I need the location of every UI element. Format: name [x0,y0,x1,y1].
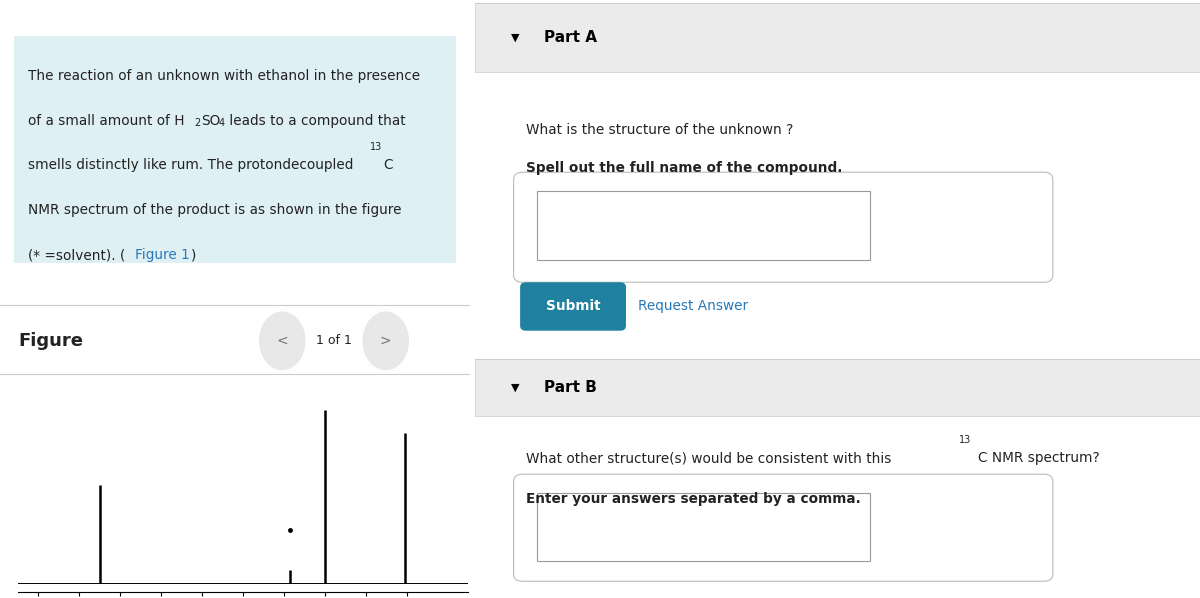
Text: SO: SO [202,114,221,127]
Text: Enter your answers separated by a comma.: Enter your answers separated by a comma. [526,492,860,506]
Text: Part A: Part A [544,30,598,45]
Text: Spell out the full name of the compound.: Spell out the full name of the compound. [526,161,842,175]
Text: Figure 1: Figure 1 [136,248,191,262]
Text: ▼: ▼ [511,382,520,392]
Text: (* =solvent). (: (* =solvent). ( [29,248,126,262]
Text: 2: 2 [194,118,200,129]
Text: C NMR spectrum?: C NMR spectrum? [978,451,1100,465]
FancyBboxPatch shape [536,191,870,260]
Text: <: < [276,334,288,348]
Text: What other structure(s) would be consistent with this: What other structure(s) would be consist… [526,451,895,465]
Text: ): ) [191,248,196,262]
FancyBboxPatch shape [14,36,456,263]
Text: C: C [383,158,392,172]
FancyBboxPatch shape [475,3,1200,72]
Text: 1 of 1: 1 of 1 [316,334,352,347]
Text: leads to a compound that: leads to a compound that [226,114,406,127]
Text: Part B: Part B [544,380,596,395]
Text: of a small amount of H: of a small amount of H [29,114,185,127]
Text: 4: 4 [218,118,224,129]
FancyBboxPatch shape [514,172,1052,282]
Text: smells distinctly like rum. The protondecoupled: smells distinctly like rum. The protonde… [29,158,358,172]
Text: NMR spectrum of the product is as shown in the figure: NMR spectrum of the product is as shown … [29,203,402,217]
Circle shape [259,312,305,370]
Text: Submit: Submit [546,300,600,313]
FancyBboxPatch shape [536,493,870,561]
Text: Figure: Figure [19,332,84,350]
FancyBboxPatch shape [520,282,626,331]
Text: 13: 13 [370,142,382,152]
Circle shape [364,312,408,370]
FancyBboxPatch shape [514,474,1052,581]
FancyBboxPatch shape [475,359,1200,416]
Text: Request Answer: Request Answer [638,300,749,313]
Text: The reaction of an unknown with ethanol in the presence: The reaction of an unknown with ethanol … [29,69,420,83]
Text: >: > [380,334,391,348]
Text: What is the structure of the unknown ?: What is the structure of the unknown ? [526,123,793,136]
Text: ▼: ▼ [511,32,520,42]
Text: 13: 13 [959,435,972,445]
